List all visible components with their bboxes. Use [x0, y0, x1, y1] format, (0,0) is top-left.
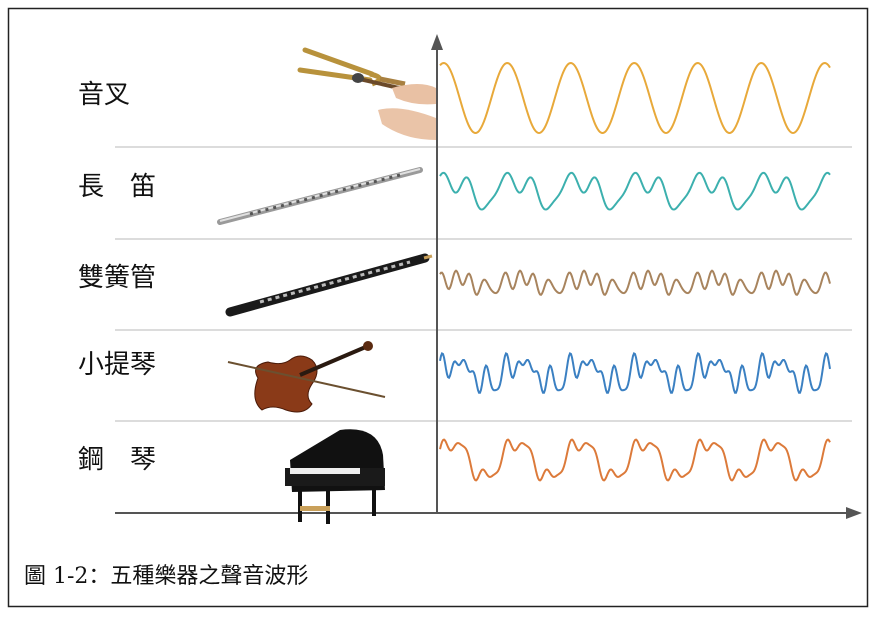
- waveforms: [439, 61, 831, 482]
- violin-image: [227, 341, 386, 413]
- instrument-label: 小提琴: [78, 350, 156, 380]
- caption: 圖 1-2：五種樂器之聲音波形: [24, 564, 308, 589]
- instrument-label: 長 笛: [78, 172, 156, 202]
- piano-image: [285, 429, 385, 524]
- instrument-label: 音叉: [78, 80, 130, 110]
- waveform: [439, 61, 831, 135]
- axis-arrow: [431, 34, 443, 50]
- waveform: [439, 438, 831, 482]
- oboe-image: [225, 253, 433, 317]
- row-separators: [115, 146, 852, 422]
- flute-image: [217, 167, 423, 225]
- waveform: [439, 352, 831, 394]
- axis-arrow: [846, 507, 862, 519]
- instrument-label: 鋼 琴: [78, 445, 156, 475]
- waveform: [439, 171, 831, 211]
- tuning-fork-image: [297, 47, 436, 140]
- waveform: [439, 269, 831, 296]
- instrument-label: 雙簧管: [78, 263, 156, 293]
